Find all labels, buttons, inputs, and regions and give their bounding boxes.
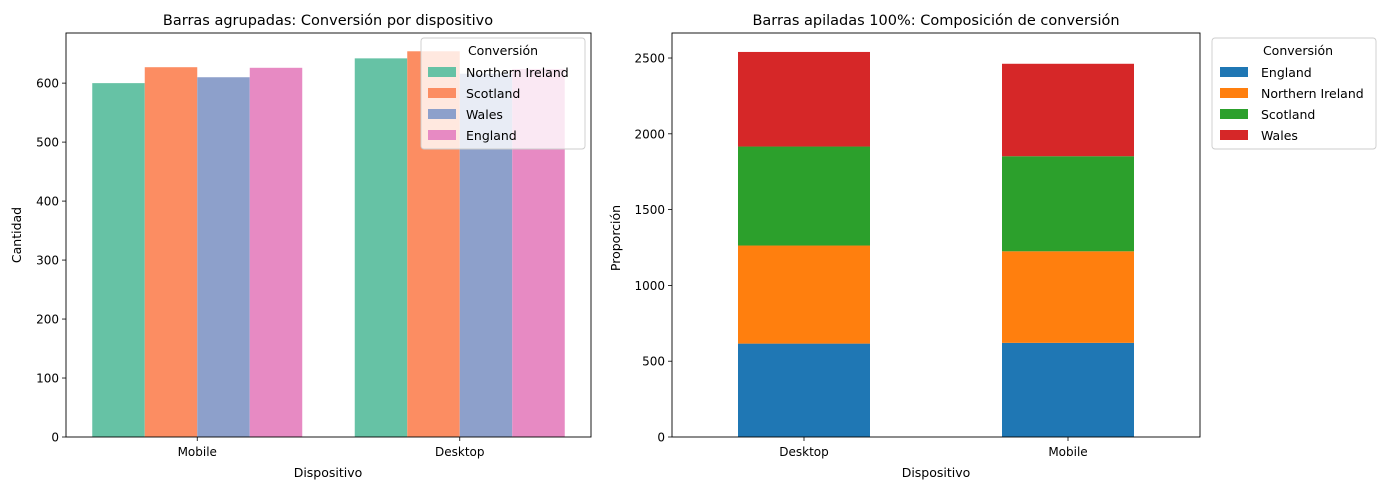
chart1-x-tick-label: Mobile (178, 445, 217, 459)
chart1-legend-label: Northern Ireland (466, 65, 569, 80)
chart2-y-label: Proporción (608, 205, 623, 271)
chart2-title: Barras apiladas 100%: Composición de con… (752, 13, 1119, 29)
chart1-legend-title: Conversión (468, 43, 538, 58)
chart1-bar (354, 58, 408, 437)
chart1-y-tick-label: 500 (36, 136, 59, 150)
chart1-y-ticks: 0 100 200 300 400 500 600 (36, 77, 66, 445)
chart1-bar (249, 67, 303, 437)
chart1-legend-swatch (428, 109, 456, 119)
chart1-y-label: Cantidad (9, 207, 24, 263)
chart2-legend-swatch (1220, 88, 1248, 98)
chart2-y-tick-label: 2000 (634, 127, 665, 141)
chart-grouped: Barras agrupadas: Conversión por disposi… (9, 13, 592, 480)
chart2-y-tick-label: 2500 (634, 52, 665, 66)
chart2-legend-items: England Northern Ireland Scotland Wales (1220, 65, 1364, 143)
chart2-x-label: Dispositivo (902, 465, 971, 480)
chart1-legend-swatch (428, 67, 456, 77)
chart2-y-tick-label: 0 (657, 431, 665, 445)
chart1-title: Barras agrupadas: Conversión por disposi… (163, 13, 493, 29)
chart2-legend-swatch (1220, 109, 1248, 119)
chart2-legend-label: Scotland (1261, 107, 1315, 122)
chart2-bar-segment (738, 343, 870, 437)
chart2-x-tick-label: Desktop (779, 445, 829, 459)
chart2-bars (738, 51, 1134, 437)
chart2-bar-segment (1002, 156, 1134, 252)
chart2-legend-swatch (1220, 130, 1248, 140)
chart2-y-tick-label: 1000 (634, 279, 665, 293)
chart1-legend-box (420, 37, 586, 150)
chart2-legend: Conversión England Northern Ireland Scotla… (1211, 37, 1377, 150)
chart1-x-tick-label: Desktop (435, 445, 485, 459)
chart1-bars (92, 51, 565, 438)
chart2-plot-frame (671, 32, 1201, 438)
chart2-legend-label: Northern Ireland (1261, 86, 1364, 101)
chart1-y-tick-label: 200 (36, 313, 59, 327)
chart1-y-tick-label: 400 (36, 195, 59, 209)
chart2-legend-box (1211, 37, 1377, 150)
chart2-legend-label: England (1261, 65, 1312, 80)
chart2-x-ticks: Desktop Mobile (779, 437, 1088, 459)
chart2-bar-segment (738, 51, 870, 147)
chart1-y-tick-label: 100 (36, 372, 59, 386)
chart2-legend-swatch (1220, 67, 1248, 77)
chart1-legend-label: England (466, 128, 517, 143)
chart1-legend-items: Northern Ireland Scotland Wales England (428, 65, 569, 143)
chart1-y-tick-label: 300 (36, 254, 59, 268)
chart2-y-tick-label: 500 (642, 355, 665, 369)
chart2-bar-segment (738, 245, 870, 344)
chart1-legend-swatch (428, 88, 456, 98)
chart1-plot-frame (65, 32, 592, 438)
chart2-bar-segment (1002, 63, 1134, 157)
chart1-bar (92, 83, 145, 438)
chart1-bar (144, 67, 198, 437)
chart1-legend: Conversión Northern Ireland Scotland Wales… (420, 37, 586, 150)
chart1-x-ticks: Mobile Desktop (178, 437, 485, 459)
chart2-bar-segment (1002, 342, 1134, 437)
chart1-bar (197, 77, 250, 437)
chart1-legend-swatch (428, 130, 456, 140)
chart2-legend-title: Conversión (1263, 43, 1333, 58)
chart2-bar-segment (1002, 251, 1134, 343)
chart2-y-tick-label: 1500 (634, 203, 665, 217)
chart1-y-tick-label: 600 (36, 77, 59, 91)
chart-stacked: Barras apiladas 100%: Composición de con… (608, 13, 1377, 480)
chart2-y-ticks: 0 500 1000 1500 2000 2500 (634, 52, 672, 445)
chart1-x-label: Dispositivo (294, 465, 363, 480)
chart1-legend-label: Scotland (466, 86, 520, 101)
chart1-y-tick-label: 0 (51, 431, 59, 445)
chart2-x-tick-label: Mobile (1048, 445, 1087, 459)
chart1-legend-label: Wales (466, 107, 503, 122)
chart2-legend-label: Wales (1261, 128, 1298, 143)
chart2-bar-segment (738, 146, 870, 246)
